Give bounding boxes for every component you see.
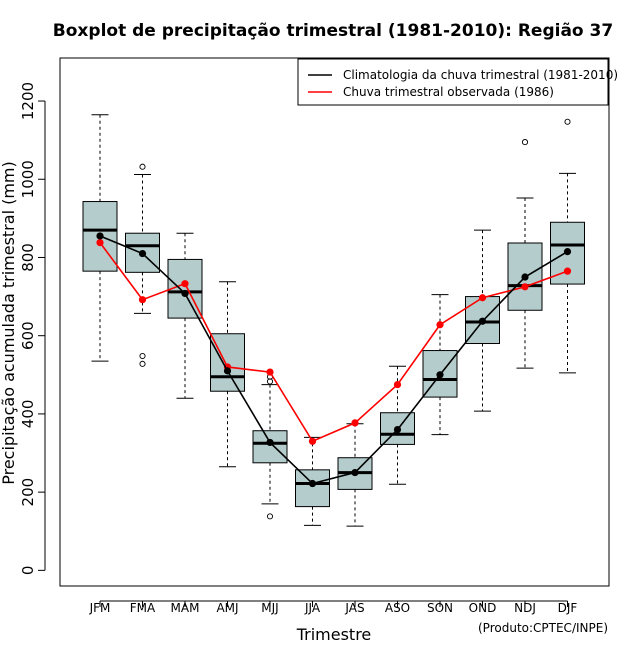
x-tick-label: JFM (89, 601, 111, 615)
observed-series-point (308, 437, 317, 445)
legend: Climatologia da chuva trimestral (1981-2… (297, 58, 618, 106)
x-tick-label: JJA (304, 601, 321, 615)
x-tick-label: MJJ (261, 601, 278, 615)
climatology-series-point (138, 249, 147, 258)
climatology-series-point (181, 289, 189, 298)
climatology-series-point (478, 317, 487, 325)
series-lines (96, 232, 572, 488)
observed-series-point (96, 239, 104, 247)
outlier-point (139, 352, 146, 360)
chart-title: Boxplot de precipitação trimestral (1981… (53, 21, 613, 41)
box-aso (380, 365, 415, 485)
observed-series-point (351, 419, 359, 427)
climatology-series-point (563, 248, 572, 256)
climatology-series-point (308, 479, 317, 488)
y-tick-label: 600 (19, 321, 37, 350)
x-tick-label: JAS (344, 601, 364, 615)
climatology-series-line (99, 235, 568, 485)
y-tick-label: 1000 (19, 160, 37, 198)
box-djf (550, 118, 585, 374)
outlier-point (139, 360, 146, 367)
observed-series-point (393, 380, 402, 389)
y-tick-label: 200 (19, 478, 37, 507)
box-amj (210, 281, 245, 468)
climatology-series-point (351, 468, 359, 477)
y-tick-label: 1200 (19, 82, 37, 120)
box-mjj (252, 373, 288, 520)
legend-label-observed: Chuva trimestral observada (1986) (343, 85, 554, 99)
observed-series-point (563, 267, 572, 275)
observed-series-point (478, 294, 487, 302)
box-iqr (380, 412, 415, 445)
observed-series-point (138, 296, 147, 304)
climatology-series-point (393, 425, 402, 434)
climatology-series-point (521, 273, 529, 281)
x-tick-label: OND (469, 601, 497, 615)
y-axis-label: Precipitação acumulada trimestral (mm) (0, 161, 18, 485)
x-axis-label: Trimestre (296, 625, 372, 644)
outlier-point (266, 378, 274, 385)
y-tick-label: 0 (19, 566, 37, 576)
outlier-point (266, 513, 274, 520)
box-iqr (210, 333, 245, 392)
box-iqr (252, 430, 288, 464)
legend-label-climatology: Climatologia da chuva trimestral (1981-2… (343, 68, 618, 82)
climatology-series-point (96, 232, 104, 240)
observed-series-point (436, 321, 444, 329)
climatology-series-point (436, 371, 444, 379)
x-tick-label: SON (427, 601, 453, 615)
box-jja (295, 436, 330, 526)
boxplots (82, 114, 585, 527)
climatology-series-point (266, 438, 274, 447)
observed-series-point (266, 368, 274, 376)
x-axis: JFM FMA MAM AMJ MJJ JJA JAS ASO SON OND NDJ DJF (89, 600, 578, 615)
x-tick-label: AMJ (216, 601, 238, 615)
plot-frame (59, 57, 610, 587)
box-ndj (507, 139, 543, 369)
box-son (422, 294, 458, 436)
x-tick-label: DJF (558, 601, 578, 615)
observed-series-point (521, 283, 529, 291)
box-iqr (295, 469, 330, 508)
climatology-series-point (223, 367, 232, 375)
outlier-point (139, 163, 146, 170)
credit-text: (Produto:CPTEC/INPE) (478, 621, 608, 635)
x-tick-label: MAM (171, 601, 200, 615)
legend-box (297, 58, 609, 106)
observed-series-point (181, 280, 189, 288)
y-axis: 0 200 400 600 800 1000 1200 (19, 82, 46, 576)
y-tick-label: 800 (19, 243, 37, 272)
x-tick-label: ASO (385, 601, 410, 615)
outlier-point (564, 118, 571, 125)
x-tick-label: FMA (130, 601, 156, 615)
climatology-series (96, 232, 572, 488)
outlier-point (521, 139, 529, 146)
x-tick-label: NDJ (514, 601, 536, 615)
y-tick-label: 400 (19, 400, 37, 429)
